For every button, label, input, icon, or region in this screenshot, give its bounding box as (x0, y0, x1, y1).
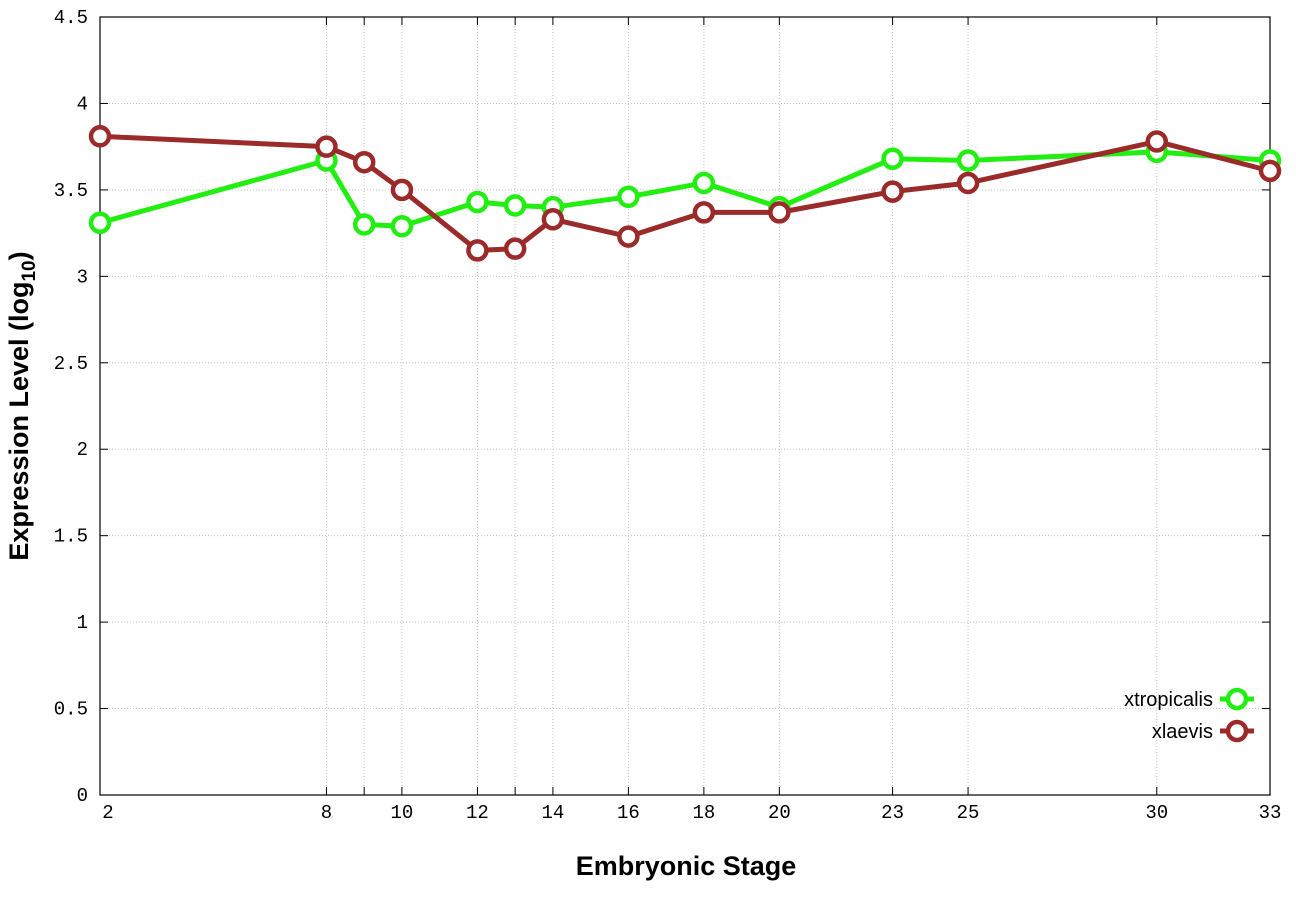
data-point (466, 239, 489, 262)
legend-marker (1225, 687, 1249, 711)
data-point (541, 208, 565, 231)
data-point (503, 237, 527, 260)
data-point (956, 171, 980, 195)
x-tick-label: 16 (617, 802, 640, 824)
data-point (692, 201, 716, 224)
data-point (1145, 130, 1169, 153)
x-tick-label: 25 (957, 802, 980, 824)
x-tick-label: 33 (1259, 802, 1282, 824)
x-tick-label: 30 (1145, 802, 1168, 824)
x-tick-label: 12 (466, 802, 489, 824)
data-point (88, 125, 112, 148)
data-point (1258, 159, 1282, 183)
series-xlaevis (88, 125, 1282, 262)
x-tick-label: 2 (102, 802, 113, 824)
y-tick-label: 1.5 (54, 526, 88, 548)
grid (99, 16, 1271, 796)
plot-border (99, 16, 1271, 796)
y-tick-label: 2.5 (54, 353, 88, 375)
data-point (390, 214, 414, 238)
data-point (503, 194, 527, 217)
y-tick-label: 0.5 (54, 699, 88, 721)
y-tick-label: 2 (77, 439, 88, 461)
data-point (881, 147, 904, 171)
x-tick-label: 10 (391, 802, 414, 824)
x-tick-label: 18 (692, 802, 715, 824)
data-point (881, 180, 904, 203)
y-tick-label: 3.5 (54, 180, 88, 202)
data-point (315, 135, 338, 158)
legend-label: xlaevis (1152, 721, 1213, 743)
data-point (352, 150, 376, 174)
y-tick-label: 1 (77, 612, 88, 634)
x-tick-label: 14 (541, 802, 564, 824)
legend-label: xtropicalis (1124, 689, 1213, 711)
legend: xtropicalis xlaevis (1124, 687, 1254, 743)
series (88, 125, 1282, 262)
y-tick-label: 0 (77, 785, 88, 807)
data-point (352, 213, 376, 236)
data-point (88, 211, 112, 234)
x-tick-label: 8 (321, 802, 332, 824)
x-tick-label: 23 (881, 802, 904, 824)
legend-marker (1225, 719, 1249, 743)
y-tick-label: 4.5 (54, 7, 88, 29)
data-point (692, 171, 716, 195)
data-point (617, 185, 640, 209)
data-point (956, 149, 980, 172)
y-axis-label: Expression Level (log10) (4, 251, 40, 560)
series-xtropicalis (88, 140, 1282, 238)
y-tick-label: 4 (77, 93, 88, 115)
data-point (466, 190, 489, 214)
data-point (617, 225, 640, 248)
series-line (99, 133, 1271, 253)
ticks: 2 8 10 12 14 16 18 20 23 25 30 33 0 0.5 1 1.5 2 2.5 3 3.5 4 4… (54, 7, 1282, 824)
series-line (99, 149, 1271, 229)
data-point (390, 178, 414, 202)
y-tick-label: 3 (77, 266, 88, 288)
data-point (768, 201, 791, 224)
x-axis-label: Embryonic Stage (576, 851, 797, 881)
x-tick-label: 20 (768, 802, 791, 824)
